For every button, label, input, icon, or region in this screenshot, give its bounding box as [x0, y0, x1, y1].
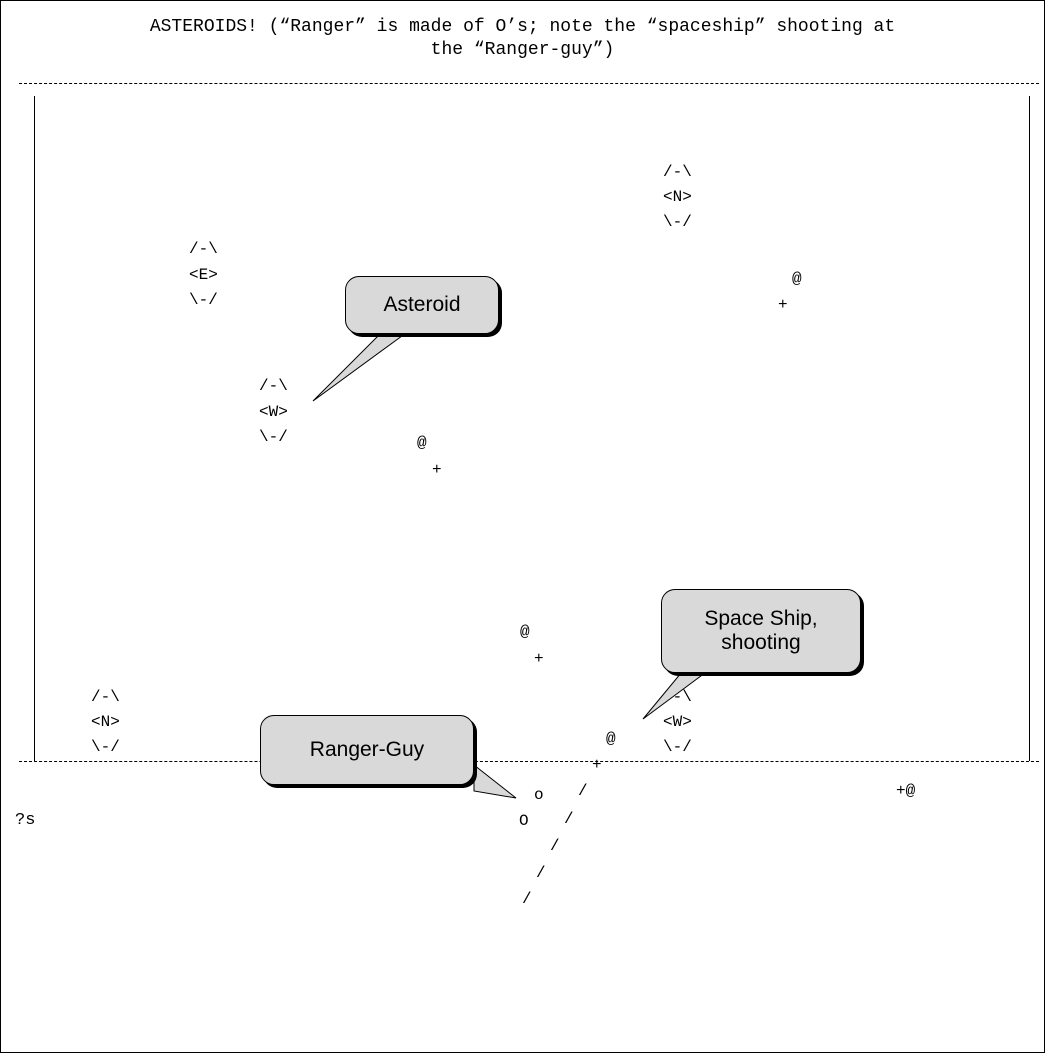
- shot-segment: /: [550, 837, 560, 855]
- asteroid-bottom: \-/: [91, 738, 120, 756]
- asteroid-bottom: \-/: [663, 738, 692, 756]
- spaceship-shot: +: [432, 461, 442, 479]
- asteroid-callout-tail: [312, 332, 408, 402]
- shot-segment: /: [578, 782, 588, 800]
- asteroid-top: /-\: [663, 163, 692, 181]
- spaceship-body: @: [520, 623, 530, 641]
- spaceship-shot: +: [778, 296, 788, 314]
- asteroid-bottom: \-/: [663, 213, 692, 231]
- shot-segment: /: [564, 810, 574, 828]
- spaceship-shot: +: [534, 650, 544, 668]
- command-prompt[interactable]: ?s: [15, 811, 36, 830]
- playfield-top-border: [19, 83, 1039, 84]
- asteroid-top: /-\: [663, 688, 692, 706]
- asteroid-top: /-\: [189, 240, 218, 258]
- shot-segment: /: [536, 864, 546, 882]
- header-line-1: ASTEROIDS! (“Ranger” is made of O’s; not…: [149, 17, 896, 37]
- spaceship-body: @: [606, 730, 616, 748]
- asteroid-top: /-\: [91, 688, 120, 706]
- asteroid-label: <N>: [91, 713, 120, 731]
- ranger-guy-callout: Ranger-Guy: [260, 715, 474, 785]
- spaceship-right: +@: [896, 782, 916, 800]
- ranger-head: o: [534, 786, 544, 804]
- playfield-left-border: [34, 96, 35, 761]
- spaceship-body: @: [792, 270, 802, 288]
- ranger-guy-callout-text: Ranger-Guy: [309, 738, 425, 761]
- asteroid-top: /-\: [259, 377, 288, 395]
- asteroid-label: <W>: [663, 713, 692, 731]
- asteroid-label: <W>: [259, 403, 288, 421]
- asteroid-callout: Asteroid: [345, 276, 499, 334]
- spaceship-shot: +: [592, 756, 602, 774]
- ranger-guy-callout-tail: [473, 763, 517, 799]
- asteroid-bottom: \-/: [189, 291, 218, 309]
- asteroid-bottom: \-/: [259, 428, 288, 446]
- space-ship-callout-line1: Space Ship,: [704, 607, 818, 630]
- asteroid-callout-text: Asteroid: [383, 293, 461, 316]
- space-ship-callout: Space Ship, shooting: [661, 589, 861, 673]
- asteroid-label: <N>: [663, 188, 692, 206]
- spaceship-body: @: [417, 434, 427, 452]
- space-ship-callout-line2: shooting: [721, 631, 801, 654]
- playfield-right-border: [1029, 96, 1030, 761]
- asteroid-label: <E>: [189, 266, 218, 284]
- playfield-bottom-border: [19, 761, 1039, 762]
- header-line-2: the “Ranger-guy”): [430, 40, 615, 60]
- ranger-body: O: [519, 812, 529, 830]
- shot-segment: /: [522, 890, 532, 908]
